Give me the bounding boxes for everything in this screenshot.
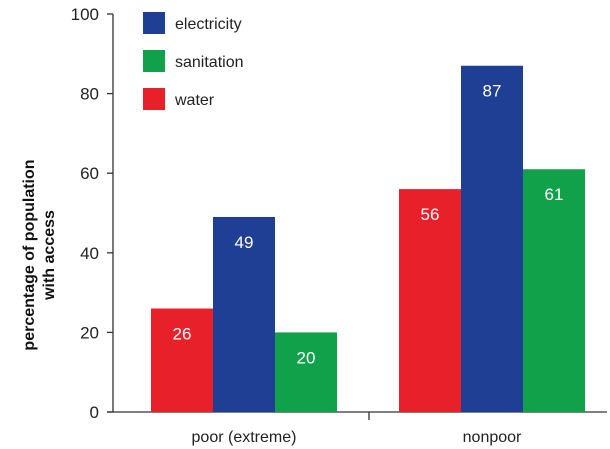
legend-label-electricity: electricity [175,16,242,33]
bar-value-label: 61 [545,185,564,204]
y-axis-label-line-1: percentage of population [21,159,38,350]
bar-value-label: 26 [173,325,192,344]
bars: 26 49 20 56 87 61 [151,65,585,413]
x-category-label: nonpoor [463,429,522,446]
bar-value-label: 56 [421,205,440,224]
bar-value-label: 87 [483,82,502,101]
legend-label-water: water [174,92,215,109]
bar-sanitation-nonpoor [523,169,585,412]
bar-water-poor [151,308,213,412]
bar-electricity-poor [213,216,275,412]
legend-swatch-electricity [143,12,165,34]
y-tick-label: 60 [80,164,99,183]
y-tick-label: 80 [80,85,99,104]
bar-sanitation-poor [275,332,337,412]
y-tick-label: 100 [71,5,99,24]
y-tick-label: 20 [80,323,99,342]
legend: electricity sanitation water [143,12,244,110]
y-tick-label: 40 [80,244,99,263]
y-axis-label-line-2: with access [41,210,58,301]
bar-electricity-nonpoor [461,65,523,413]
bar-value-label: 49 [235,233,254,252]
axes: 0 20 40 60 80 100 poor (extreme) nonpoor [71,5,607,446]
y-axis-label: percentage of population with access [21,159,58,350]
legend-swatch-water [143,88,165,110]
bar-water-nonpoor [399,189,461,412]
bar-value-label: 20 [297,348,316,367]
y-tick-label: 0 [90,403,99,422]
legend-label-sanitation: sanitation [175,54,244,71]
legend-swatch-sanitation [143,50,165,72]
x-category-label: poor (extreme) [192,429,297,446]
